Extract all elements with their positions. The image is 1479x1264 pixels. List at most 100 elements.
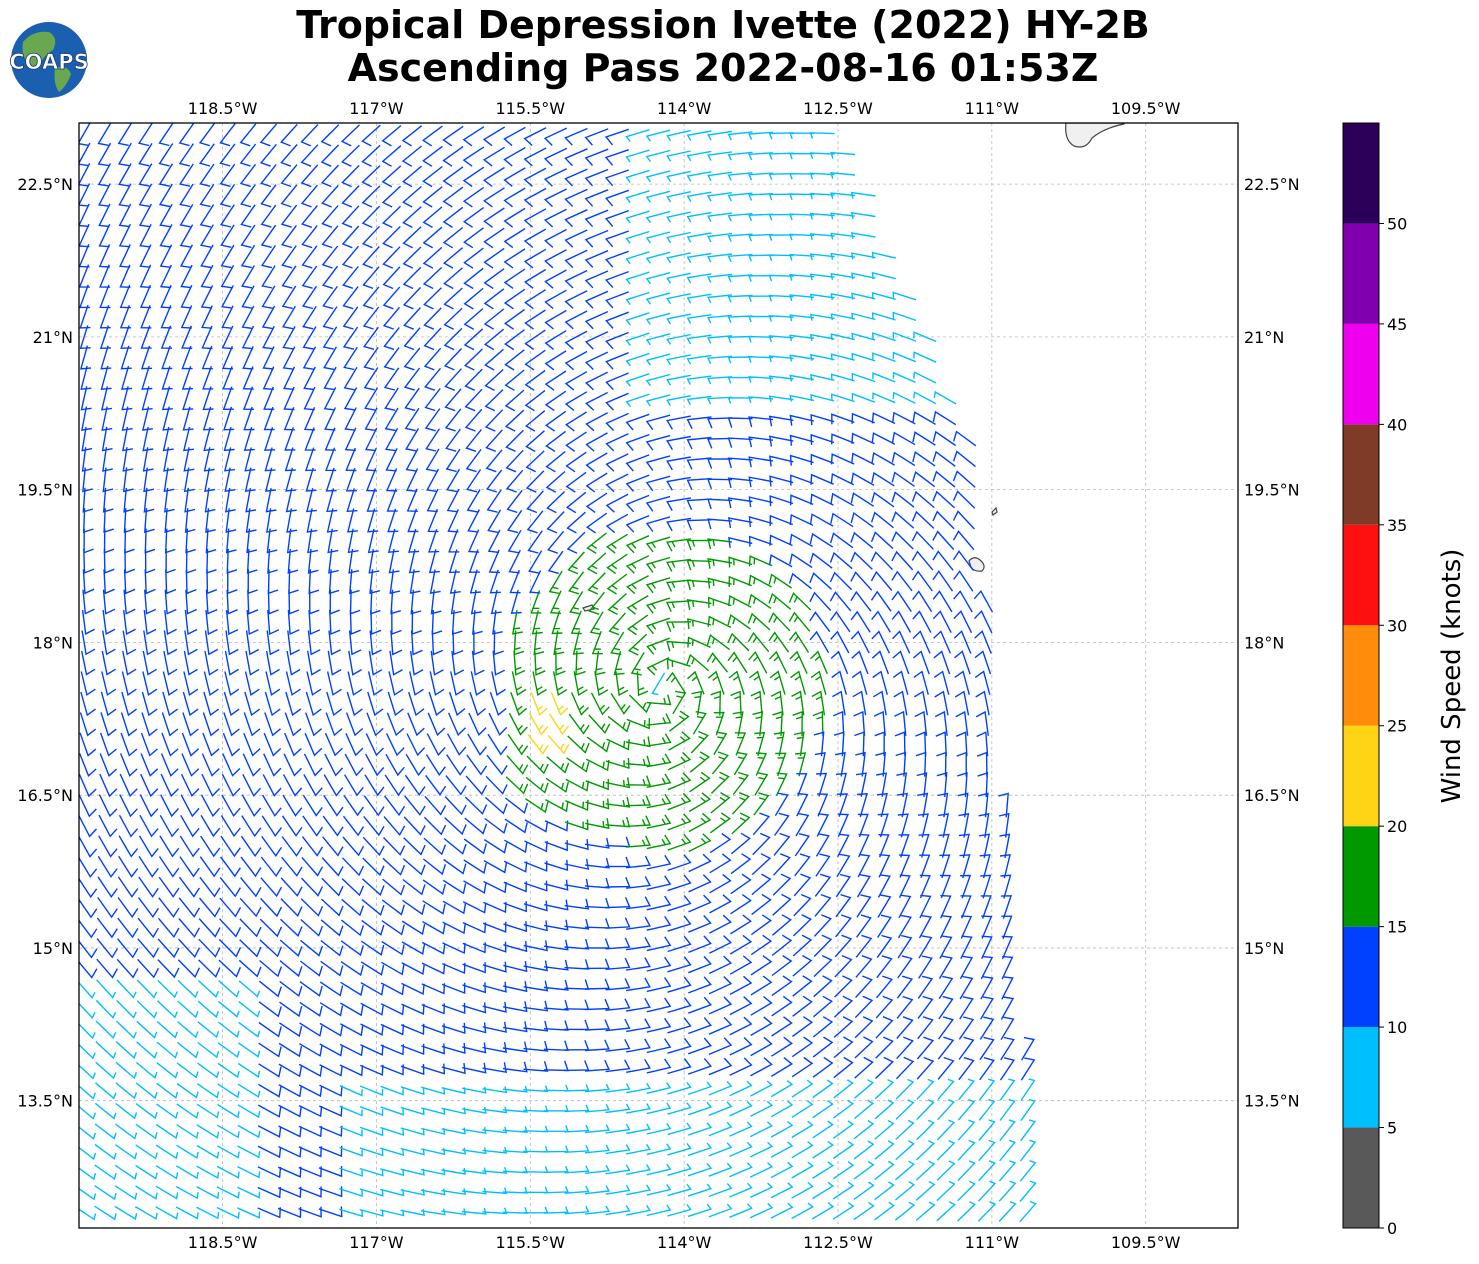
wind-barb	[222, 386, 234, 411]
wind-barb	[850, 232, 876, 240]
wind-barb	[565, 471, 587, 493]
wind-barb	[523, 900, 548, 912]
wind-barb	[835, 894, 852, 918]
wind-barb	[830, 293, 856, 301]
wind-barb	[932, 510, 955, 530]
wind-barb	[264, 467, 276, 492]
title-line-2: Ascending Pass 2022-08-16 01:53Z	[347, 46, 1099, 90]
wind-barb	[938, 995, 954, 1020]
wind-barb	[937, 1099, 955, 1121]
wind-barb	[605, 433, 629, 452]
wind-barb	[956, 751, 967, 777]
wind-barb	[360, 1044, 384, 1056]
wind-barb	[915, 1201, 936, 1222]
wind-barb	[447, 712, 466, 737]
wind-barb	[919, 874, 931, 899]
wind-barb	[605, 493, 629, 513]
wind-barb	[891, 511, 915, 529]
wind-barb	[1020, 1036, 1036, 1061]
wind-barb	[976, 751, 988, 777]
wind-barb	[219, 163, 236, 188]
wind-barb	[871, 412, 896, 425]
wind-barb	[876, 792, 888, 818]
wind-barb	[959, 955, 974, 980]
wind-barb	[727, 151, 753, 161]
wind-barb	[569, 591, 584, 615]
wind-barb	[79, 981, 96, 999]
wind-barb	[503, 187, 526, 208]
wind-barb	[410, 630, 423, 656]
wind-barb	[791, 1016, 814, 1038]
colorbar-bin	[1343, 524, 1379, 626]
wind-barb	[220, 264, 235, 289]
colorbar-tick-label: 50	[1387, 214, 1407, 233]
wind-barb	[482, 941, 507, 953]
wind-barb	[463, 859, 487, 875]
wind-barb	[939, 874, 952, 899]
wind-barb	[999, 1057, 1016, 1081]
wind-barb	[895, 751, 907, 777]
wind-barb	[667, 935, 692, 953]
wind-barb	[461, 1207, 487, 1215]
wind-barb	[645, 353, 671, 366]
wind-barb	[916, 1036, 935, 1060]
wind-barb	[140, 305, 152, 329]
lat-tick-label-left: 15°N	[33, 939, 73, 958]
wind-barb	[79, 1187, 97, 1201]
wind-barb	[686, 498, 712, 511]
wind-barb	[364, 407, 378, 432]
wind-barb	[505, 776, 529, 795]
wind-barb	[245, 650, 260, 676]
wind-barb	[400, 1168, 425, 1176]
wind-barb	[707, 615, 732, 629]
wind-barb	[708, 1162, 733, 1177]
wind-barb	[421, 1023, 445, 1035]
wind-barb	[794, 833, 811, 857]
wind-barb	[605, 757, 630, 770]
wind-barb	[645, 272, 671, 285]
wind-barb	[1020, 1119, 1037, 1142]
wind-barb	[80, 386, 92, 411]
wind-barb	[543, 208, 567, 228]
wind-barb	[184, 630, 198, 656]
wind-barb	[605, 352, 629, 370]
wind-barb	[343, 387, 358, 411]
wind-barb	[505, 469, 524, 493]
colorbar-bin	[1343, 123, 1379, 224]
wind-barb	[812, 1181, 835, 1200]
wind-barb	[340, 144, 360, 167]
wind-barb	[369, 630, 382, 656]
wind-barb	[878, 854, 891, 878]
wind-barb	[524, 819, 549, 833]
wind-barb	[360, 1064, 384, 1076]
wind-barb	[340, 961, 364, 977]
wind-barb	[915, 751, 927, 777]
wind-barb	[707, 518, 733, 530]
wind-barb	[158, 123, 174, 147]
wind-barb	[731, 792, 750, 815]
wind-barb	[322, 326, 338, 350]
wind-barb	[402, 878, 426, 896]
wind-barb	[548, 570, 563, 595]
wind-barb	[812, 1161, 835, 1179]
wind-barb	[239, 918, 262, 938]
wind-barb	[118, 183, 132, 207]
wind-barb	[197, 1062, 220, 1079]
wind-barb	[300, 918, 324, 937]
wind-barb	[645, 577, 671, 594]
lat-tick-label-left: 16.5°N	[17, 786, 73, 805]
wind-barb	[564, 979, 590, 990]
wind-barb	[140, 732, 158, 757]
wind-barb	[386, 712, 405, 737]
wind-barb	[792, 710, 803, 736]
wind-barb	[442, 186, 464, 208]
wind-barb	[183, 650, 198, 676]
wind-barb	[82, 487, 94, 513]
wind-barb	[953, 610, 973, 634]
wind-barb	[156, 1020, 179, 1039]
wind-barb	[523, 187, 547, 208]
wind-barb	[645, 373, 671, 387]
wind-barb	[465, 775, 488, 796]
wind-barb	[197, 1041, 220, 1059]
wind-barb	[361, 165, 381, 188]
